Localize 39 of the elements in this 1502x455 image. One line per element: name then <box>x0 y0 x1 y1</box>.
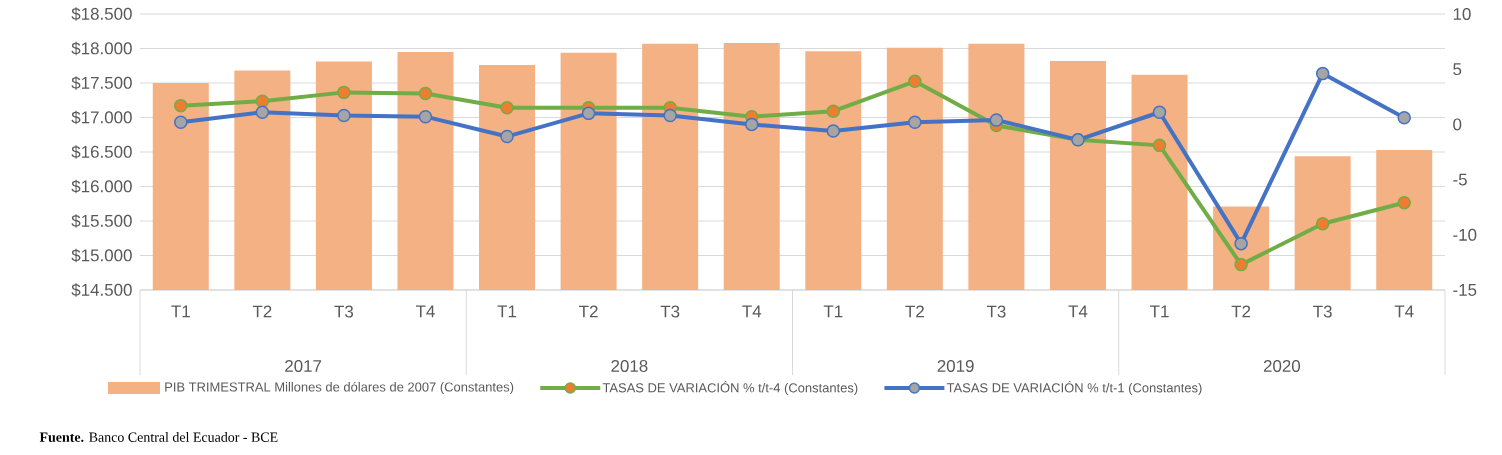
legend-label: TASAS DE VARIACIÓN % t/t-1 (Constantes) <box>946 381 1202 395</box>
y-tick-label: $14.500 <box>71 283 132 297</box>
y2-tick-label: 0 <box>1453 118 1462 131</box>
x-tick-label: T3 <box>986 305 1006 318</box>
y-tick-label: $18.500 <box>71 7 132 21</box>
y-tick-label: $18.000 <box>71 41 132 56</box>
x-tick-label: T1 <box>1150 305 1169 318</box>
x-tick-label: T4 <box>1068 305 1088 318</box>
x-tick-label: T1 <box>823 305 843 318</box>
y2-tick-label: -5 <box>1453 173 1467 186</box>
y-tick-label: $17.000 <box>71 110 132 125</box>
y-tick-label: $15.000 <box>71 248 132 263</box>
text: 2018 <box>611 360 648 372</box>
y-tick-label: $16.000 <box>71 179 132 194</box>
y-tick-label: $16.500 <box>71 145 132 159</box>
x-tick-label: T4 <box>742 305 762 318</box>
x-tick-label: T2 <box>1231 305 1251 318</box>
x-tick-label: T3 <box>334 305 354 318</box>
x-tick-label: T4 <box>1394 305 1414 318</box>
x-tick-label: T2 <box>252 305 272 318</box>
text: 2020 <box>1263 360 1301 372</box>
x-tick-label: T4 <box>415 305 435 318</box>
legend-label: TASAS DE VARIACIÓN % t/t-4 (Constantes) <box>602 381 858 395</box>
y2-tick-label: -15 <box>1453 284 1477 296</box>
text: Fuente. Banco Central del Ecuador - BCE <box>39 432 278 442</box>
y2-tick-label: -10 <box>1453 228 1477 241</box>
legend-label: PIB TRIMESTRAL Millones de dólares de 2007 (Constantes) <box>165 381 514 395</box>
y-tick-label: $17.500 <box>71 76 132 90</box>
x-tick-label: T1 <box>171 305 190 318</box>
x-tick-label: T3 <box>1313 305 1332 318</box>
x-tick-label: T2 <box>905 305 924 318</box>
x-tick-label: T1 <box>497 305 517 318</box>
y-tick-label: $15.500 <box>71 214 132 228</box>
x-tick-label: T3 <box>660 305 680 318</box>
y2-tick-label: 10 <box>1453 8 1471 20</box>
y2-tick-label: 5 <box>1453 63 1462 76</box>
text: 2017 <box>285 360 322 372</box>
text: 2019 <box>937 360 974 372</box>
x-tick-label: T2 <box>579 305 598 318</box>
